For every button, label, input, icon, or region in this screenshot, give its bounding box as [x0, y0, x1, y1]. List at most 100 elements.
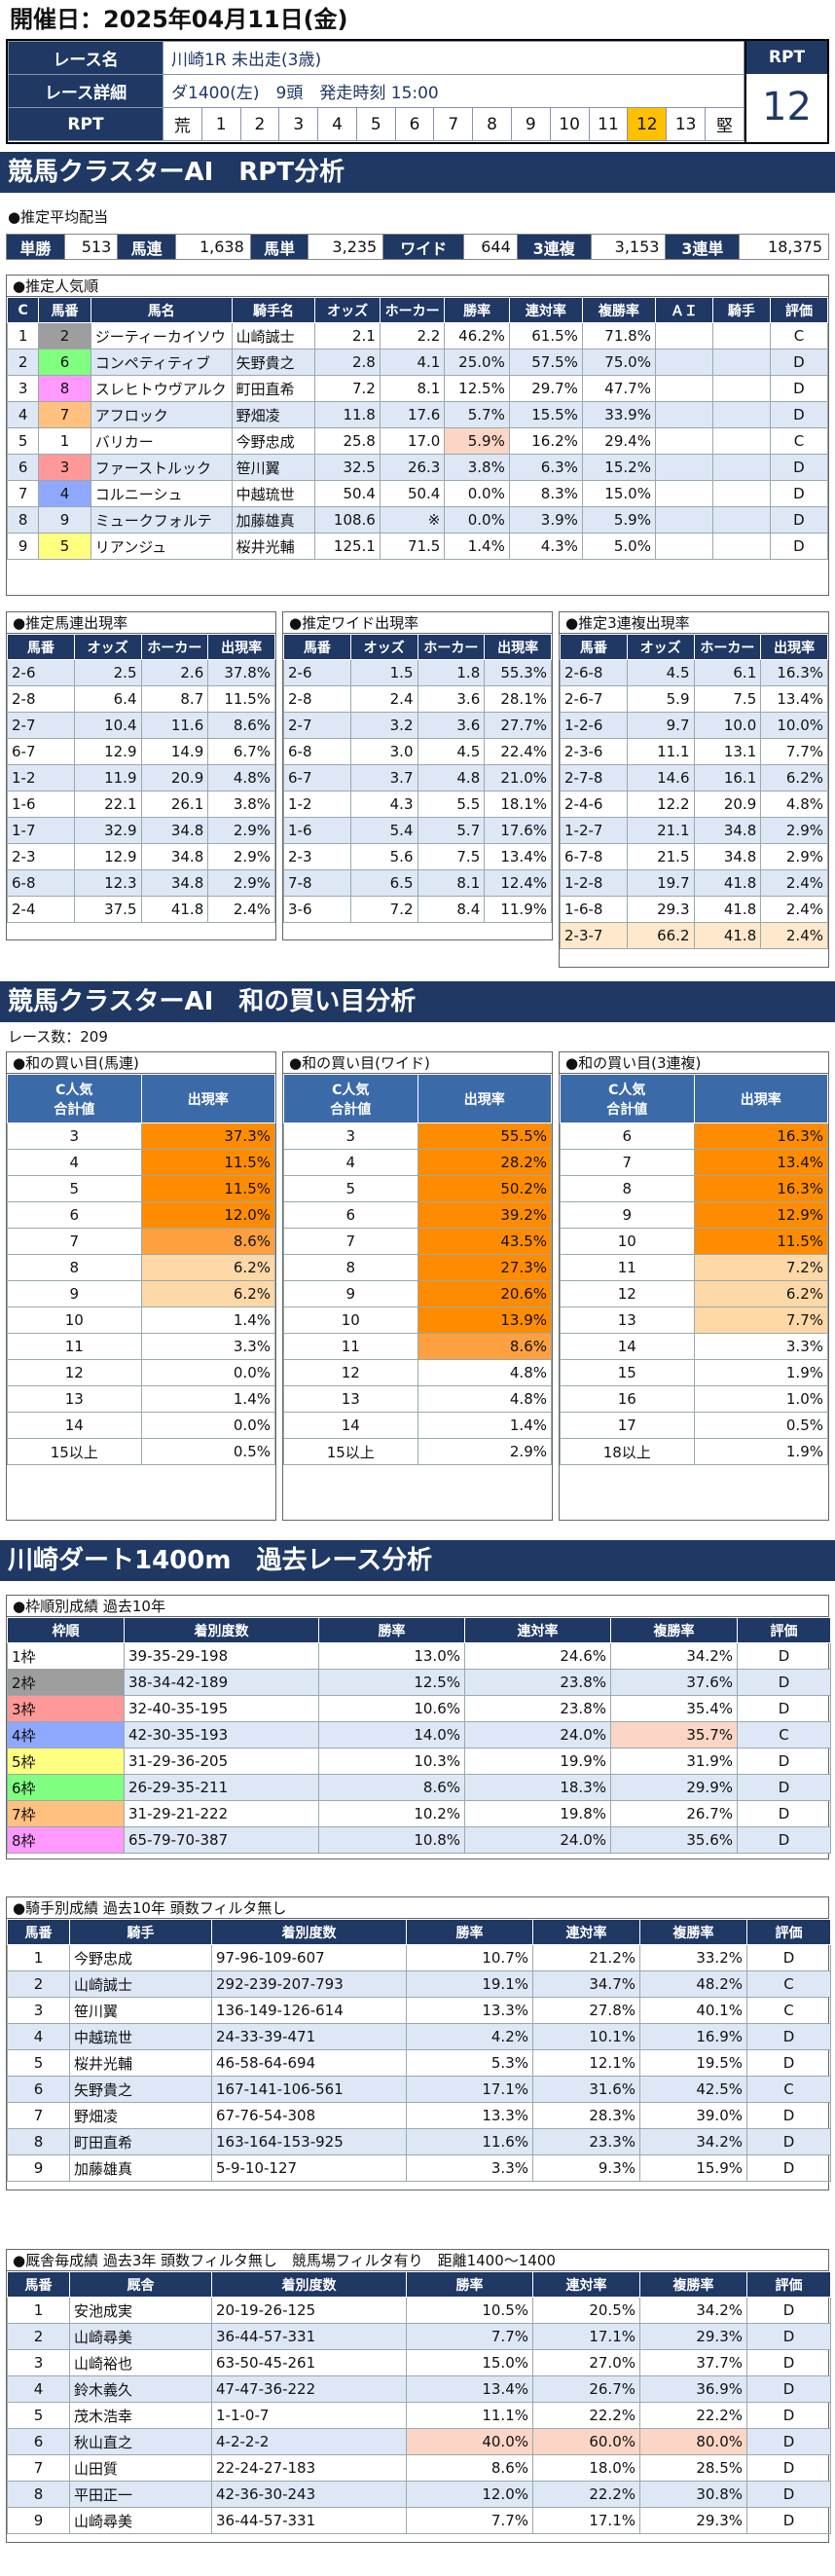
wa-sum: 7: [283, 1228, 418, 1255]
trainer-table-cell: 36.9%: [639, 2375, 747, 2403]
wa-rate: 1.0%: [693, 1385, 828, 1413]
trainer-table-cell: 47-47-36-222: [211, 2375, 407, 2403]
wa-row: 12 0.0%: [7, 1359, 275, 1386]
sanren-cell: 4.5: [626, 659, 695, 686]
trainer-table-cell: 10.5%: [406, 2297, 533, 2324]
wa-rate: 13.9%: [417, 1306, 552, 1334]
popularity-box: ●推定人気順 C 馬番 馬名 騎手名 オッズ ホーカー 勝率 連対率 複勝率 ＡＩ 騎手 評価 1 2 ジー…: [6, 275, 829, 596]
jockey-table-row: 4 中越琉世 24-33-39-471 4.2% 10.1% 16.9% D: [7, 2023, 831, 2050]
sanren-table: 馬番 オッズ ホーカー 出現率 2-6-8 4.5 6.1 16.3% 2-6-7 5.9 7.5 1…: [560, 634, 828, 949]
wa-row: 11 3.3%: [7, 1333, 275, 1360]
wide-cell: 3.7: [349, 764, 418, 791]
jockey-table-cell: 中越琉世: [69, 2023, 212, 2050]
popularity-header: 馬番: [38, 297, 91, 323]
wa-row: 13 4.8%: [283, 1385, 552, 1413]
jockey-table-cell: 15.9%: [639, 2154, 747, 2182]
popularity-cell: D: [769, 349, 829, 376]
section-rpt-title: 競馬クラスターAI RPT分析: [0, 152, 835, 193]
wide-cell: 27.7%: [484, 712, 552, 739]
wide-cell: 1.5: [349, 659, 418, 686]
wa-rate: 6.2%: [140, 1254, 275, 1281]
trainer-table-header: 厩舎: [69, 2271, 212, 2298]
wide-box: ●推定ワイド出現率 馬番 オッズ ホーカー 出現率 2-6 1.5 1.8 55.3% 2-8 2…: [282, 611, 553, 940]
trainer-table-cell: 山崎尋美: [69, 2323, 212, 2350]
umaren-cell: 8.7: [140, 685, 209, 713]
umaren-cell: 10.4: [73, 712, 142, 739]
waku-table-row: 6枠 26-29-35-211 8.6% 18.3% 29.9% D: [7, 1774, 831, 1801]
waku-box: ●枠順別成績 過去10年 枠順 着別度数 勝率 連対率 複勝率 評価 1枠 39-35-29-…: [6, 1595, 831, 1859]
jockey-table-cell: 163-164-153-925: [211, 2128, 407, 2155]
waku-table-cell: D: [737, 1800, 831, 1827]
trainer-table-cell: D: [746, 2402, 831, 2429]
trainer-table-row: 2 山崎尋美 36-44-57-331 7.7% 17.1% 29.3% D: [7, 2323, 831, 2350]
popularity-header-row: C 馬番 馬名 騎手名 オッズ ホーカー 勝率 連対率 複勝率 ＡＩ 騎手 評価: [6, 297, 829, 323]
sanren-header-row: 馬番 オッズ ホーカー 出現率: [560, 634, 828, 660]
jockey-table-header: 騎手: [69, 1919, 212, 1945]
jockey-table-row: 2 山崎誠士 292-239-207-793 19.1% 34.7% 48.2% C: [7, 1970, 831, 1998]
popularity-cell: 17.6: [379, 401, 446, 428]
sanren-cell: 1-2-7: [560, 817, 628, 844]
waku-table-cell: D: [737, 1774, 831, 1801]
umaren-row: 2-3 12.9 34.8 2.9%: [7, 843, 275, 870]
trainer-table: 馬番 厩舎 着別度数 勝率 連対率 複勝率 評価 1 安池成実 20-19-26-125 10.5%…: [7, 2271, 831, 2534]
sanren-cell: 6.2%: [760, 764, 828, 791]
jockey-table-cell: 町田直希: [69, 2128, 212, 2155]
sanren-header: 出現率: [760, 634, 828, 660]
wa-rate: 1.4%: [417, 1412, 552, 1439]
trainer-table-row: 9 山崎尋美 36-44-57-331 7.7% 17.1% 29.3% D: [7, 2507, 831, 2534]
popularity-cell: D: [769, 401, 829, 428]
umaren-cell: 1-7: [7, 817, 75, 844]
sanren-cell: 34.8: [693, 843, 762, 870]
popularity-cell: 桜井光輔: [231, 533, 316, 560]
waku-table-cell: C: [737, 1721, 831, 1748]
sanren-row: 2-3-6 11.1 13.1 7.7%: [560, 738, 828, 765]
umaren-row: 2-4 37.5 41.8 2.4%: [7, 896, 275, 923]
wide-cell: 22.4%: [484, 738, 552, 765]
wide-cell: 18.1%: [484, 791, 552, 818]
umaren-cell: 2-6: [7, 659, 75, 686]
waku-table-cell: 6枠: [7, 1774, 125, 1801]
wa-sum: 9: [560, 1201, 695, 1229]
sanren-cell: 10.0: [693, 712, 762, 739]
waku-table-cell: D: [737, 1669, 831, 1696]
umaren-cell: 6.4: [73, 685, 142, 713]
popularity-cell: [711, 506, 771, 534]
trainer-table-cell: D: [746, 2481, 831, 2508]
sanren-cell: 12.2: [626, 791, 695, 818]
jockey-table-cell: 5: [7, 2049, 70, 2077]
wa-sum: 6: [283, 1201, 418, 1229]
jockey-table-cell: 11.6%: [406, 2128, 533, 2155]
umaren-cell: 6.7%: [207, 738, 275, 765]
trainer-table-cell: D: [746, 2507, 831, 2534]
waku-table-cell: 35.6%: [610, 1826, 738, 1854]
jockey-table-cell: 19.1%: [406, 1970, 533, 1998]
popularity-cell: D: [769, 454, 829, 481]
umaren-cell: 20.9: [140, 764, 209, 791]
wide-row: 6-7 3.7 4.8 21.0%: [283, 764, 552, 791]
trainer-table-header-row: 馬番 厩舎 着別度数 勝率 連対率 複勝率 評価: [7, 2271, 831, 2298]
jockey-box: ●騎手別成績 過去10年 頭数フィルタ無し 馬番 騎手 着別度数 勝率 連対率 複勝率 評価…: [6, 1896, 831, 2190]
payout-value: 3,153: [590, 234, 667, 260]
wide-cell: 6-7: [283, 764, 351, 791]
sanren-cell: 1-2-6: [560, 712, 628, 739]
rpt-cell: 1: [200, 107, 241, 141]
sanren-cell: 6-7-8: [560, 843, 628, 870]
sanren-cell: 14.6: [626, 764, 695, 791]
popularity-cell: 2.8: [314, 349, 381, 376]
popularity-cell: 15.2%: [581, 454, 656, 481]
wa-sum: 5: [283, 1175, 418, 1202]
sanren-row: 2-3-7 66.2 41.8 2.4%: [560, 922, 828, 949]
trainer-table-row: 4 鈴木義久 47-47-36-222 13.4% 26.7% 36.9% D: [7, 2375, 831, 2403]
wa-rate: 0.0%: [140, 1412, 275, 1439]
popularity-cell: 0.0%: [444, 506, 510, 534]
jockey-table-cell: 12.1%: [532, 2049, 640, 2077]
jockey-table-header: 複勝率: [639, 1919, 747, 1945]
wa-sum: 10: [283, 1306, 418, 1334]
section-past-title: 川崎ダート1400m 過去レース分析: [0, 1540, 835, 1581]
waku-table-cell: 35.7%: [610, 1721, 738, 1748]
waku-table-header: 勝率: [318, 1617, 465, 1643]
wa-sum: 6: [560, 1122, 695, 1150]
jockey-table-cell: 10.7%: [406, 1944, 533, 1971]
waku-table-cell: 1枠: [7, 1642, 125, 1670]
race-name-value: 川崎1R 未出走(3歳): [163, 41, 744, 75]
